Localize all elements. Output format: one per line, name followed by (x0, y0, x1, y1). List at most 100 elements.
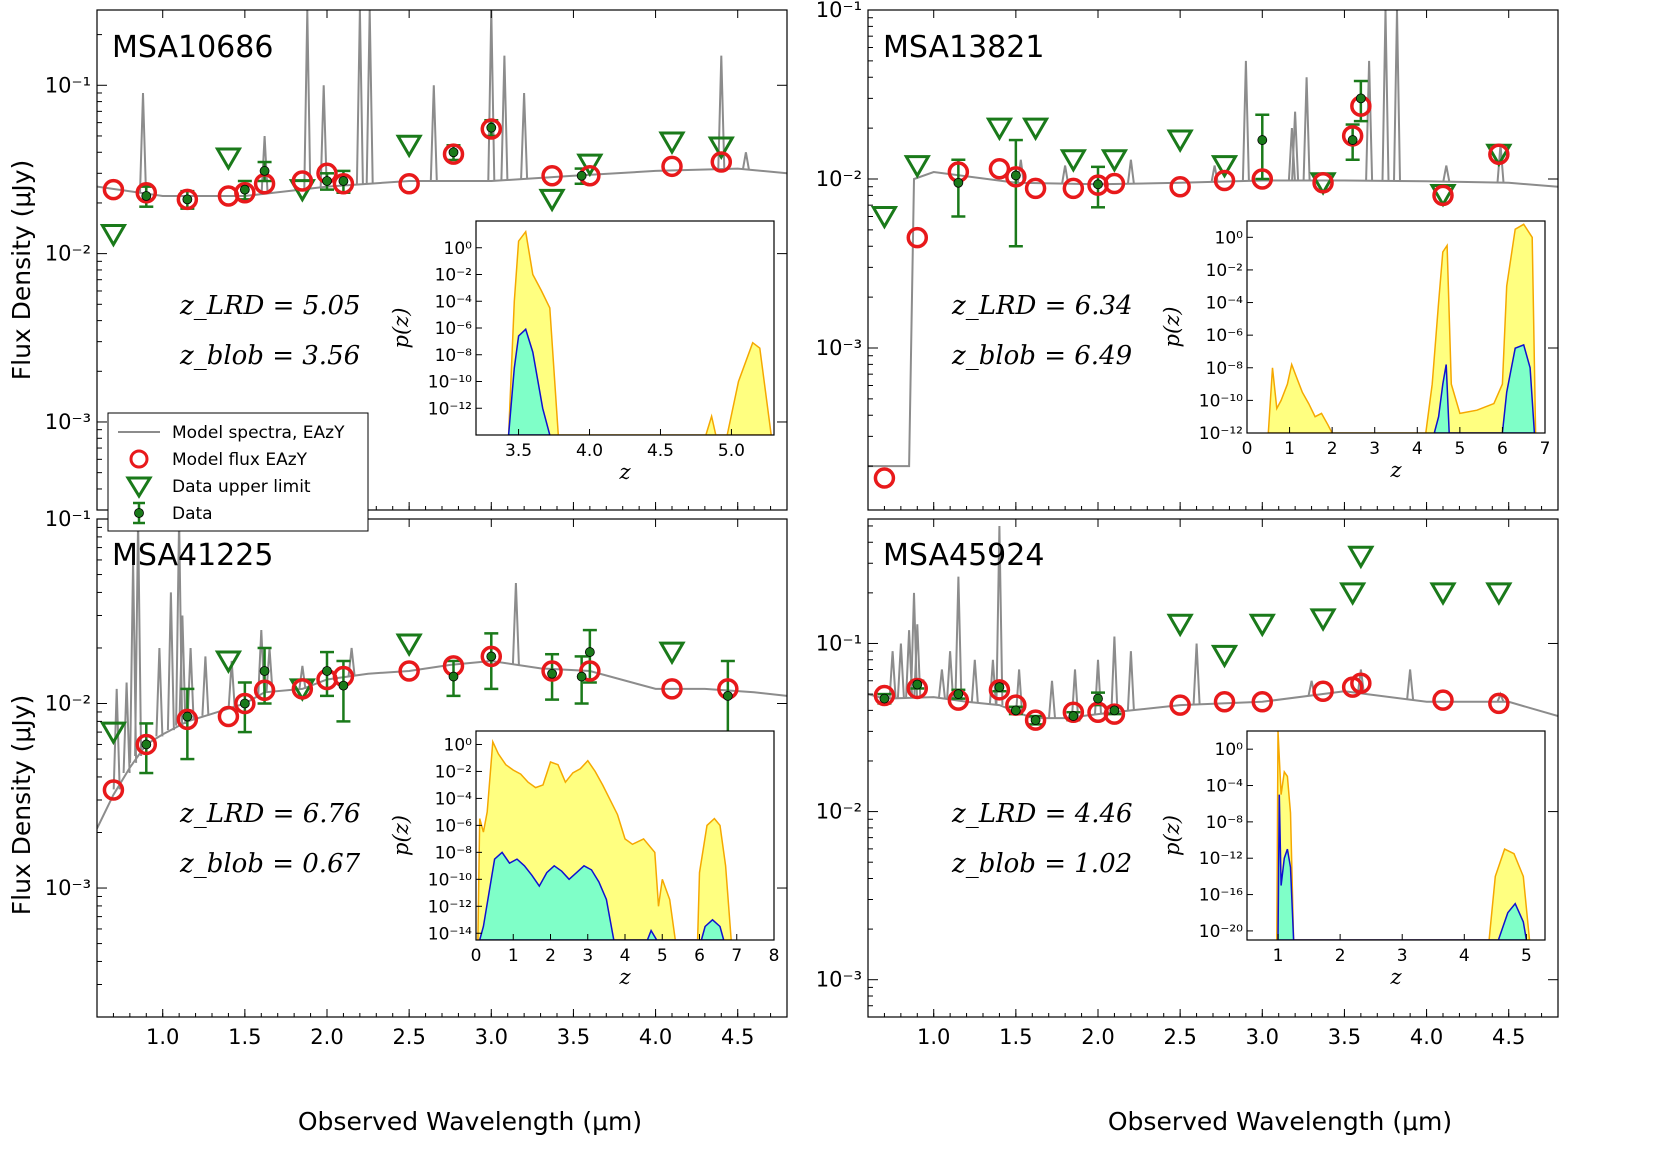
z-lrd-label: z_LRD = 5.05 (179, 291, 361, 321)
upper-limit-marker (1309, 608, 1337, 632)
emission-line (970, 659, 979, 703)
emission-line (429, 85, 438, 182)
upper-limit-marker (395, 633, 423, 658)
upper-limit-marker (1339, 582, 1367, 606)
pz-y-tick-label: 10⁰ (1215, 228, 1244, 248)
pz-y-tick-label: 10⁻¹² (1199, 424, 1243, 444)
data-point (486, 651, 497, 662)
pz-y-tick-label: 10⁻¹⁰ (428, 870, 472, 890)
data-point (912, 679, 923, 690)
emission-line (139, 92, 147, 194)
model-flux-marker (1350, 672, 1372, 694)
model-flux-marker (1024, 177, 1047, 200)
emission-line (511, 582, 520, 665)
model-flux-marker (217, 705, 240, 728)
pz-x-label: z (618, 460, 631, 484)
data-point (1109, 705, 1120, 716)
model-flux-marker (1103, 172, 1126, 195)
model-flux-marker (102, 178, 125, 201)
legend-model-flux-marker (129, 449, 149, 469)
pz-x-tick-label: 3 (1397, 946, 1408, 966)
panel-msa13821: 10⁻³ 10⁻² 10⁻¹ MSA13821 z_LRD = 6.34 z_blob =… (816, 0, 1559, 511)
emission-line (995, 525, 1004, 706)
model-flux-marker (291, 678, 314, 700)
legend-upper-limit-label: Data upper limit (172, 477, 311, 497)
model-flux-marker (1312, 172, 1334, 194)
pz-inner-area (1277, 794, 1528, 940)
panel-title: MSA13821 (883, 30, 1044, 65)
emission-line (1048, 680, 1056, 719)
z-blob-label: z_blob = 3.56 (179, 341, 360, 371)
pz-x-tick-label: 5.0 (718, 441, 745, 461)
pz-x-tick-label: 4 (1412, 439, 1423, 459)
x-tick-label: 4.5 (1492, 1025, 1525, 1049)
data-point (1030, 715, 1041, 726)
pz-y-tick-label: 10⁻¹⁶ (1199, 886, 1243, 906)
pz-y-tick-label: 10⁻¹⁰ (428, 373, 472, 393)
upper-limit-marker (576, 153, 604, 178)
y-tick-label: 10⁻² (45, 692, 91, 716)
x-tick-label: 2.5 (1163, 1025, 1196, 1049)
pz-inset: 0 1 2 3 4 5 6 7 10⁰ 10⁻² 10⁻⁴ 10⁻⁶ 10⁻⁸ 10⁻¹⁰ 10⁻¹² z p(… (1160, 220, 1550, 482)
x-tick-label: 4.0 (1410, 1025, 1443, 1049)
emission-line (365, 10, 374, 184)
x-axis-label-right: Observed Wavelength (μm) (1108, 1107, 1452, 1136)
pz-y-tick-label: 10⁻²⁰ (1199, 922, 1243, 942)
data-point (259, 666, 270, 676)
plot-area (97, 10, 787, 248)
model-flux-marker (234, 692, 256, 715)
model-flux-marker (1169, 175, 1191, 198)
emission-line (319, 85, 328, 188)
pz-y-tick-label: 10⁰ (444, 735, 473, 755)
upper-limit-marker (1021, 117, 1050, 142)
data-point (259, 166, 270, 176)
pz-y-tick-label: 10⁻⁴ (1206, 294, 1244, 314)
panel-msa41225: 1.0 1.5 2.0 2.5 3.0 3.5 4.0 4.5 10⁻³ 10⁻² 10⁻¹ MSA4… (45, 507, 788, 1049)
model-flux-marker (906, 677, 929, 700)
pz-x-tick-label: 3.5 (505, 441, 532, 461)
pz-y-tick-label: 10⁻¹⁰ (1199, 391, 1243, 411)
pz-x-tick-label: 5 (657, 946, 668, 966)
model-flux-marker (873, 467, 896, 489)
data-point (448, 147, 459, 158)
pz-inset-frame (1246, 730, 1546, 941)
model-flux-marker (988, 679, 1011, 701)
pz-x-tick-label: 2 (1327, 439, 1338, 459)
pz-x-tick-label: 4.0 (576, 441, 603, 461)
data-point (879, 693, 890, 704)
y-tick-label: 10⁻³ (45, 410, 91, 434)
emission-line (1442, 165, 1451, 182)
data-point (1010, 170, 1021, 181)
pz-y-tick-label: 10⁻⁸ (1206, 813, 1244, 833)
x-axis-label-left: Observed Wavelength (μm) (298, 1107, 642, 1136)
model-flux-marker (579, 660, 601, 682)
emission-line (1241, 60, 1250, 181)
model-flux-marker (398, 173, 420, 195)
pz-y-tick-label: 10⁻⁶ (1206, 326, 1244, 346)
pz-x-tick-label: 3 (1369, 439, 1380, 459)
plot-area (97, 519, 787, 830)
emission-line (112, 688, 121, 790)
emission-line (1110, 636, 1119, 713)
pz-y-label: p(z) (389, 815, 413, 856)
pz-x-tick-label: 5 (1521, 946, 1532, 966)
pz-y-tick-label: 10⁻¹² (428, 399, 472, 419)
data-point (1257, 135, 1268, 145)
model-flux-marker (1062, 701, 1085, 723)
emission-line (741, 152, 750, 170)
model-spectrum-line (868, 170, 1558, 468)
data-point (322, 666, 332, 676)
upper-limit-marker (870, 205, 899, 230)
pz-y-tick-label: 10⁻⁴ (435, 789, 473, 809)
model-flux-marker (1005, 166, 1027, 188)
x-tick-label: 1.0 (146, 1025, 179, 1049)
upper-limit-marker (1166, 613, 1194, 638)
data-point (322, 176, 332, 186)
pz-y-tick-label: 10⁻⁸ (1206, 359, 1244, 379)
model-flux-marker (442, 143, 465, 165)
x-tick-label: 4.5 (721, 1025, 754, 1049)
pz-y-tick-label: 10⁰ (1215, 740, 1244, 760)
emission-line (1126, 159, 1135, 184)
x-tick-label: 4.0 (639, 1025, 672, 1049)
model-flux-marker (988, 157, 1011, 180)
